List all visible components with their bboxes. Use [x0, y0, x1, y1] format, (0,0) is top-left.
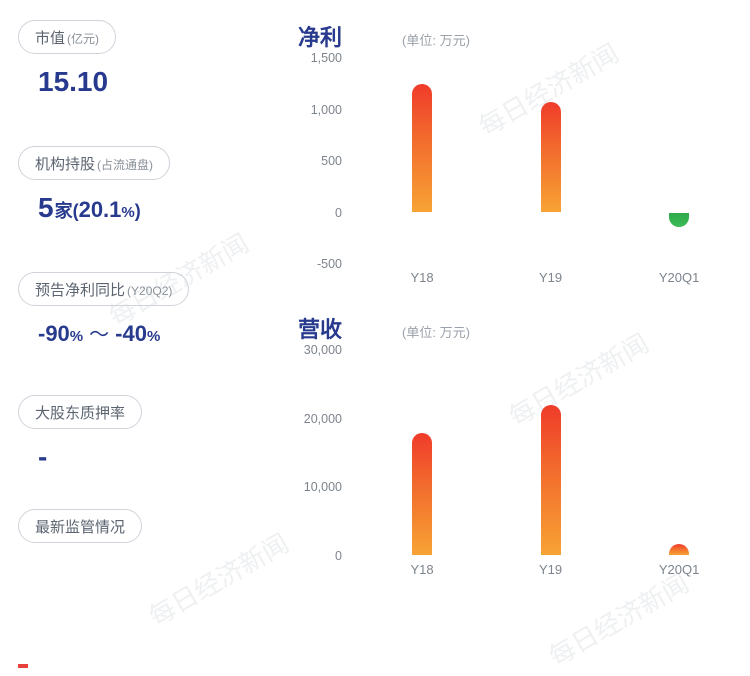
paren-close: ) — [135, 201, 141, 221]
forecast-block: 预告净利同比(Y20Q2) -90% ～ -40% — [18, 272, 278, 347]
y-tick: 1,000 — [311, 103, 342, 117]
main-container: 市值(亿元) 15.10 机构持股(占流通盘) 5家(20.1%) 预告净利同比… — [0, 0, 750, 676]
right-column: 净利 (单位: 万元) 1,500 1,000 500 0 -500 Y18 Y19 Y20… — [278, 20, 732, 676]
y-tick: 500 — [321, 154, 342, 168]
y-tick: -500 — [317, 257, 342, 271]
x-tick: Y18 — [410, 562, 433, 577]
market-cap-sub: (亿元) — [67, 32, 99, 46]
bar — [541, 405, 561, 555]
left-column: 市值(亿元) 15.10 机构持股(占流通盘) 5家(20.1%) 预告净利同比… — [18, 20, 278, 676]
market-cap-value: 15.10 — [18, 66, 278, 98]
revenue-chart: 营收 (单位: 万元) 30,000 20,000 10,000 0 Y18 Y19 Y2… — [290, 312, 732, 582]
y-tick: 10,000 — [304, 480, 342, 494]
supervision-pill: 最新监管情况 — [18, 509, 142, 543]
inst-hold-pct: 20.1 — [79, 197, 122, 222]
profit-chart-head: 净利 (单位: 万元) — [290, 20, 732, 52]
inst-hold-pill: 机构持股(占流通盘) — [18, 146, 170, 180]
revenue-chart-head: 营收 (单位: 万元) — [290, 312, 732, 344]
profit-chart-title: 净利 — [298, 20, 342, 52]
forecast-sub: (Y20Q2) — [127, 284, 172, 298]
revenue-y-axis: 30,00020,00010,0000 — [290, 350, 348, 556]
inst-hold-sub: (占流通盘) — [97, 158, 153, 172]
x-tick: Y18 — [410, 270, 433, 285]
bar — [541, 102, 561, 211]
forecast-low: -90 — [38, 321, 70, 346]
y-tick: 30,000 — [304, 343, 342, 357]
profit-chart-unit: (单位: 万元) — [402, 30, 470, 49]
profit-x-axis: Y18 Y19 Y20Q1 — [354, 264, 732, 290]
x-tick: Y20Q1 — [659, 562, 699, 577]
forecast-high: -40 — [115, 321, 147, 346]
revenue-chart-title: 营收 — [298, 312, 342, 344]
profit-plot — [354, 58, 732, 264]
forecast-low-unit: % — [70, 328, 83, 345]
bar — [412, 84, 432, 212]
pledge-block: 大股东质押率 - — [18, 395, 278, 473]
y-tick: 0 — [335, 549, 342, 563]
pledge-label: 大股东质押率 — [35, 405, 125, 422]
bar — [669, 544, 689, 555]
bar — [412, 433, 432, 555]
pledge-number: - — [38, 441, 47, 472]
profit-y-axis: 1,5001,0005000-500 — [290, 58, 348, 264]
y-tick: 1,500 — [311, 51, 342, 65]
pledge-pill: 大股东质押率 — [18, 395, 142, 429]
x-tick: Y19 — [539, 562, 562, 577]
market-cap-block: 市值(亿元) 15.10 — [18, 20, 278, 98]
x-tick: Y20Q1 — [659, 270, 699, 285]
forecast-high-unit: % — [147, 328, 160, 345]
inst-hold-block: 机构持股(占流通盘) 5家(20.1%) — [18, 146, 278, 224]
revenue-chart-area: 30,00020,00010,0000 Y18Y19Y20Q1 — [290, 350, 732, 582]
y-tick: 20,000 — [304, 412, 342, 426]
inst-hold-count-unit: 家 — [55, 201, 73, 221]
inst-hold-label: 机构持股 — [35, 156, 95, 173]
supervision-label: 最新监管情况 — [35, 519, 125, 536]
profit-chart-area: 1,5001,0005000-500 Y18Y19Y20Q1 — [290, 58, 732, 290]
pledge-value: - — [18, 441, 278, 473]
bar — [669, 213, 689, 227]
profit-chart: 净利 (单位: 万元) 1,500 1,000 500 0 -500 Y18 Y19 Y20… — [290, 20, 732, 290]
market-cap-pill: 市值(亿元) — [18, 20, 116, 54]
revenue-plot — [354, 350, 732, 556]
market-cap-label: 市值 — [35, 30, 65, 47]
revenue-chart-unit: (单位: 万元) — [402, 322, 470, 341]
market-cap-number: 15.10 — [38, 66, 108, 97]
forecast-label: 预告净利同比 — [35, 282, 125, 299]
forecast-sep: ～ — [89, 324, 109, 346]
x-tick: Y19 — [539, 270, 562, 285]
inst-hold-count: 5 — [38, 192, 54, 223]
forecast-value: -90% ～ -40% — [18, 318, 278, 347]
supervision-block: 最新监管情况 — [18, 509, 278, 543]
y-tick: 0 — [335, 206, 342, 220]
revenue-x-axis: Y18 Y19 Y20Q1 — [354, 556, 732, 582]
inst-hold-pct-unit: % — [121, 204, 134, 221]
forecast-pill: 预告净利同比(Y20Q2) — [18, 272, 189, 306]
inst-hold-value: 5家(20.1%) — [18, 192, 278, 224]
